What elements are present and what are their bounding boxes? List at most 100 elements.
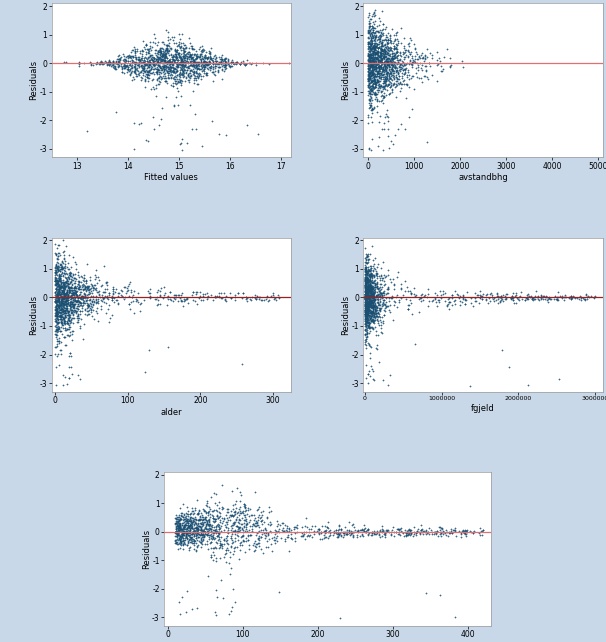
Point [364, 16, 373, 26]
Point [186, 49, 196, 60]
Point [69, 299, 79, 309]
Point [182, 515, 192, 525]
Point [367, 53, 376, 64]
Point [362, 287, 371, 297]
Point [80, 291, 90, 301]
Point [179, 65, 189, 75]
Point [284, 58, 293, 68]
Point [180, 76, 190, 87]
Point [361, 314, 371, 324]
Point [378, 288, 387, 299]
Point [201, 56, 210, 67]
Point [218, 539, 227, 549]
Point [366, 100, 376, 110]
Point [248, 519, 258, 530]
Point [365, 298, 375, 308]
Point [164, 46, 173, 56]
Point [241, 519, 251, 529]
Point [156, 44, 165, 54]
Point [364, 369, 373, 379]
Point [75, 321, 85, 331]
Point [57, 301, 67, 311]
Point [153, 56, 163, 67]
Point [298, 530, 308, 541]
Point [184, 51, 194, 61]
Point [381, 55, 391, 65]
Point [54, 336, 64, 347]
Point [59, 306, 69, 316]
Point [80, 309, 90, 320]
Point [64, 322, 74, 332]
Point [58, 261, 67, 271]
Point [492, 289, 502, 299]
Point [382, 111, 392, 121]
Point [55, 281, 64, 291]
Point [362, 282, 371, 293]
Point [73, 304, 82, 315]
Point [373, 291, 382, 302]
Point [179, 524, 188, 534]
Point [320, 521, 330, 532]
Point [158, 71, 168, 82]
Point [64, 313, 74, 324]
Point [170, 538, 180, 548]
Point [168, 67, 178, 77]
Point [118, 49, 127, 59]
Point [197, 141, 207, 152]
Point [173, 76, 183, 87]
Point [202, 539, 211, 550]
Point [125, 64, 135, 74]
Point [67, 293, 77, 303]
Point [367, 50, 376, 60]
Point [67, 301, 77, 311]
Point [183, 71, 193, 82]
Point [363, 50, 373, 60]
Point [373, 329, 383, 340]
Point [361, 271, 371, 281]
Point [348, 530, 358, 541]
Point [162, 67, 171, 77]
Point [68, 300, 78, 311]
Point [253, 128, 262, 139]
Point [265, 520, 275, 530]
Point [193, 523, 203, 533]
Point [482, 290, 491, 300]
Point [212, 510, 222, 521]
Point [191, 514, 201, 524]
Point [182, 48, 192, 58]
Point [59, 332, 69, 342]
Point [376, 39, 386, 49]
Point [367, 282, 376, 292]
Point [184, 70, 193, 80]
Point [140, 65, 150, 76]
Point [374, 76, 384, 86]
Point [362, 295, 372, 306]
Point [176, 69, 186, 80]
Point [361, 281, 370, 291]
Point [52, 281, 62, 291]
Point [224, 58, 233, 69]
Point [367, 302, 376, 313]
Point [368, 81, 378, 91]
Point [65, 286, 75, 297]
Point [359, 530, 368, 541]
Point [379, 73, 389, 83]
Point [363, 298, 373, 308]
Point [145, 58, 155, 68]
Point [178, 532, 188, 542]
Point [64, 315, 73, 325]
Point [360, 282, 370, 292]
Point [368, 62, 378, 72]
Point [133, 297, 143, 308]
Point [373, 62, 382, 73]
Point [415, 57, 425, 67]
Point [161, 55, 170, 65]
Point [382, 284, 392, 295]
Point [83, 292, 93, 302]
Point [364, 69, 374, 79]
Point [133, 51, 143, 62]
Point [176, 56, 186, 67]
Point [73, 299, 83, 309]
Point [356, 525, 366, 535]
Point [375, 303, 384, 313]
